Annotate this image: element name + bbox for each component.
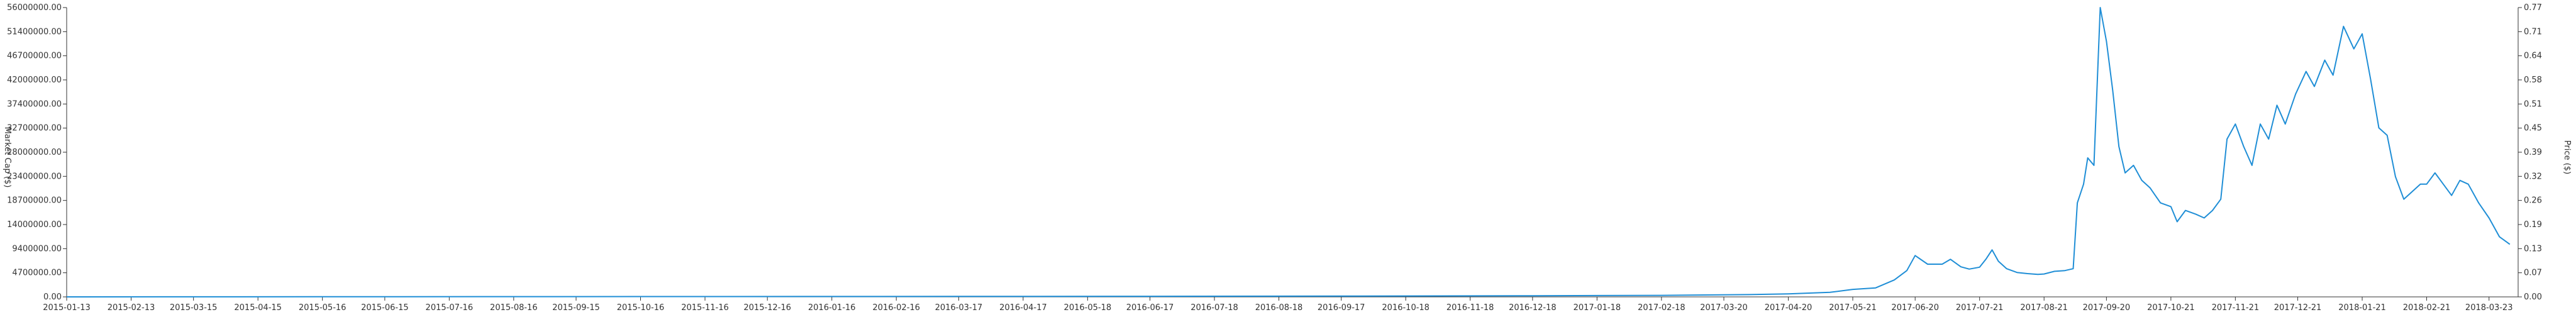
y-right-tick-label: 0.45 xyxy=(2524,124,2542,133)
y-left-tick-label: 32700000.00 xyxy=(7,124,62,133)
x-tick-label: 2017-01-18 xyxy=(1574,303,1621,313)
y-left-tick-label: 46700000.00 xyxy=(7,52,62,61)
y-right-tick-label: 0.00 xyxy=(2524,292,2542,302)
y-right-tick-label: 0.13 xyxy=(2524,244,2542,253)
x-tick-label: 2016-02-16 xyxy=(872,303,920,313)
y-right-tick-label: 0.77 xyxy=(2524,3,2542,13)
x-tick-label: 2016-09-17 xyxy=(1318,303,1365,313)
y-left-tick-label: 9400000.00 xyxy=(12,244,62,253)
x-tick-label: 2017-12-21 xyxy=(2274,303,2322,313)
x-tick-label: 2015-12-16 xyxy=(743,303,791,313)
y-left-tick-label: 51400000.00 xyxy=(7,27,62,36)
y-axis-left-label: Market Cap ($) xyxy=(3,127,12,188)
axes: 2015-01-13 2015-02-13 2015-03-15 2015-04-15… xyxy=(7,3,2542,313)
y-right-tick-label: 0.58 xyxy=(2524,75,2542,85)
x-tick-label: 2015-10-16 xyxy=(617,303,665,313)
x-tick-label: 2017-02-18 xyxy=(1638,303,1685,313)
x-tick-label: 2016-06-17 xyxy=(1126,303,1174,313)
x-tick-label: 2015-08-16 xyxy=(490,303,538,313)
y-axis-right-label: Price ($) xyxy=(2562,140,2572,174)
y-right-tick-label: 0.51 xyxy=(2524,99,2542,109)
y-right-tick-label: 0.71 xyxy=(2524,27,2542,36)
series-line xyxy=(66,7,2511,298)
x-tick-label: 2017-07-21 xyxy=(1956,303,2004,313)
y-left-tick-label: 14000000.00 xyxy=(7,220,62,230)
x-tick-label: 2016-12-18 xyxy=(1509,303,1557,313)
series-layer xyxy=(66,7,2511,298)
x-tick-label: 2017-04-20 xyxy=(1765,303,1813,313)
y-left-tick-label: 37400000.00 xyxy=(7,99,62,109)
x-tick-label: 2015-11-16 xyxy=(681,303,729,313)
y-left-tick-label: 42000000.00 xyxy=(7,75,62,85)
y-left-tick-label: 28000000.00 xyxy=(7,148,62,157)
x-tick-label: 2016-08-18 xyxy=(1255,303,1303,313)
x-tick-label: 2016-07-18 xyxy=(1191,303,1238,313)
y-right-tick-label: 0.19 xyxy=(2524,220,2542,230)
y-left-tick-label: 4700000.00 xyxy=(12,269,62,278)
x-tick-label: 2017-11-21 xyxy=(2212,303,2260,313)
y-left-tick-label: 56000000.00 xyxy=(7,3,62,13)
y-right-tick-label: 0.39 xyxy=(2524,148,2542,157)
x-tick-label: 2015-03-15 xyxy=(170,303,218,313)
x-tick-label: 2015-06-15 xyxy=(361,303,409,313)
y-left-tick-label: 0.00 xyxy=(43,292,62,302)
x-tick-label: 2017-10-21 xyxy=(2147,303,2195,313)
x-tick-label: 2016-11-18 xyxy=(1446,303,1494,313)
y-left-tick-label: 18700000.00 xyxy=(7,196,62,206)
x-tick-label: 2015-01-13 xyxy=(43,303,91,313)
x-tick-label: 2016-10-18 xyxy=(1382,303,1430,313)
y-right-tick-label: 0.64 xyxy=(2524,52,2542,61)
x-tick-label: 2018-01-21 xyxy=(2338,303,2386,313)
x-tick-label: 2016-04-17 xyxy=(999,303,1047,313)
x-tick-label: 2016-03-17 xyxy=(935,303,983,313)
x-tick-label: 2016-05-18 xyxy=(1064,303,1112,313)
y-right-tick-label: 0.32 xyxy=(2524,172,2542,181)
y-right-tick-label: 0.07 xyxy=(2524,269,2542,278)
x-tick-label: 2017-03-20 xyxy=(1700,303,1748,313)
x-tick-label: 2015-09-15 xyxy=(552,303,600,313)
x-tick-label: 2015-02-13 xyxy=(108,303,155,313)
x-tick-label: 2015-07-16 xyxy=(426,303,474,313)
x-tick-label: 2017-08-21 xyxy=(2020,303,2068,313)
x-tick-label: 2017-09-20 xyxy=(2083,303,2131,313)
x-tick-label: 2015-05-16 xyxy=(299,303,347,313)
x-tick-label: 2015-04-15 xyxy=(234,303,282,313)
x-tick-label: 2017-06-20 xyxy=(1891,303,1939,313)
x-tick-label: 2017-05-21 xyxy=(1829,303,1877,313)
x-tick-label: 2018-02-21 xyxy=(2403,303,2451,313)
y-right-tick-label: 0.26 xyxy=(2524,196,2542,206)
y-left-tick-label: 23400000.00 xyxy=(7,172,62,181)
x-tick-label: 2016-01-16 xyxy=(808,303,856,313)
x-tick-label: 2018-03-23 xyxy=(2465,303,2513,313)
